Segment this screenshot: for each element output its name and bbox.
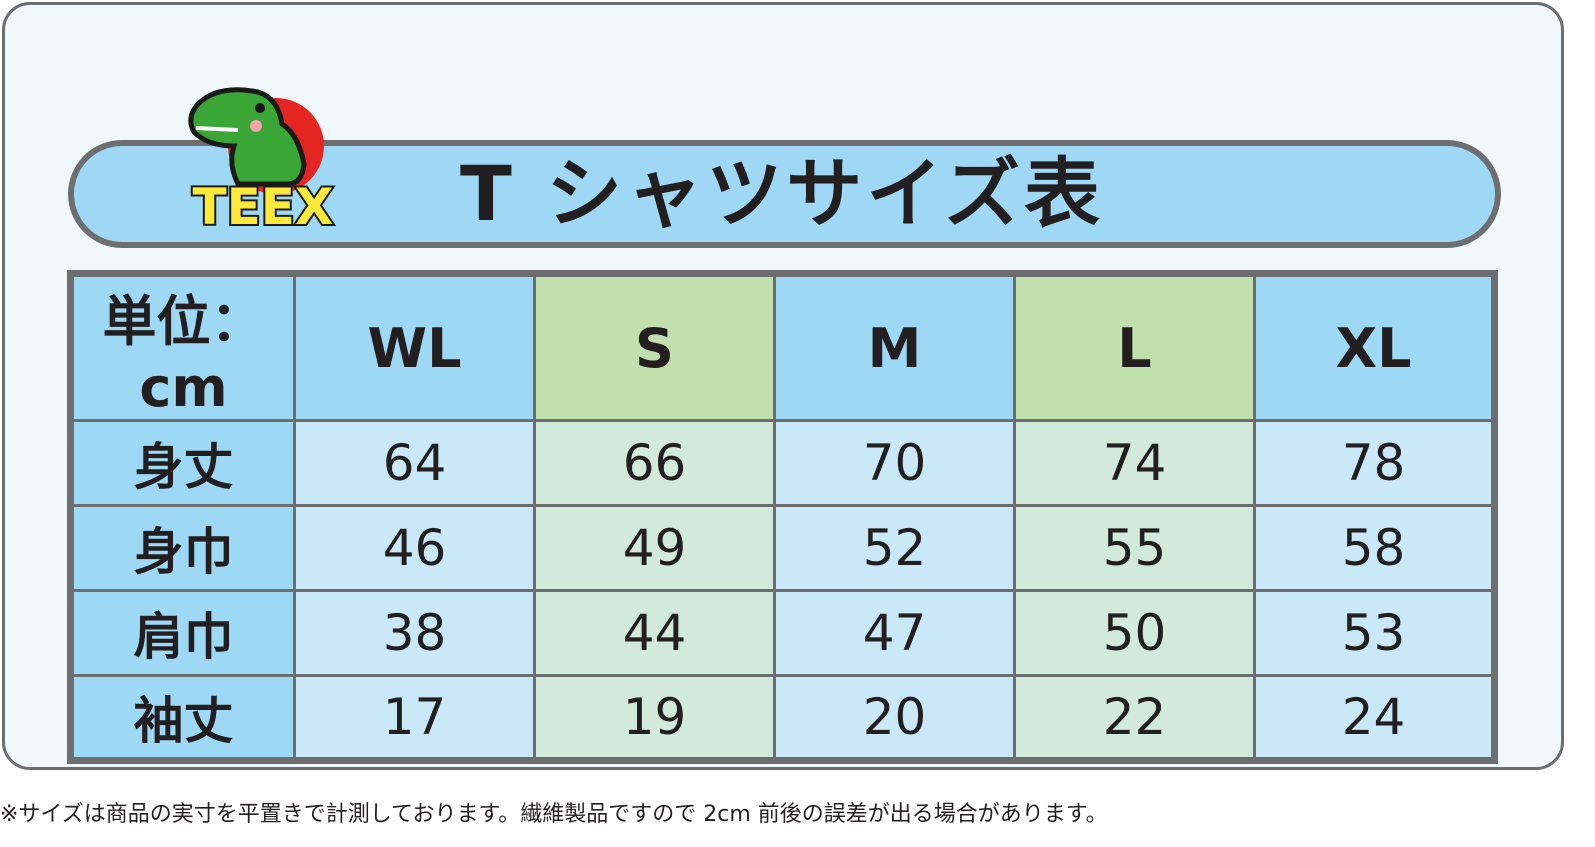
table-cell: 22 bbox=[1013, 674, 1256, 762]
table-cell: 64 bbox=[293, 419, 536, 507]
table-header-row: 単位：cm WL S M L XL bbox=[69, 272, 1496, 422]
teex-logo: TEEX bbox=[188, 87, 335, 236]
table-cell: 78 bbox=[1253, 419, 1496, 507]
table-cell: 66 bbox=[533, 419, 776, 507]
footnote: ※サイズは商品の実寸を平置きで計測しております。繊維製品ですので 2cm 前後の… bbox=[0, 802, 1108, 827]
size-table: 単位：cm WL S M L XL 身丈 64 66 70 74 78 身巾 4… bbox=[67, 270, 1498, 764]
column-header: L bbox=[1013, 272, 1256, 422]
row-header: 身巾 bbox=[69, 504, 296, 592]
column-header: XL bbox=[1253, 272, 1496, 422]
table-cell: 24 bbox=[1253, 674, 1496, 762]
table-row: 肩巾 38 44 47 50 53 bbox=[69, 589, 1496, 677]
table-cell: 17 bbox=[293, 674, 536, 762]
column-header: S bbox=[533, 272, 776, 422]
table-row: 袖丈 17 19 20 22 24 bbox=[69, 674, 1496, 762]
table-cell: 46 bbox=[293, 504, 536, 592]
table-cell: 55 bbox=[1013, 504, 1256, 592]
table-cell: 70 bbox=[773, 419, 1016, 507]
table-cell: 74 bbox=[1013, 419, 1256, 507]
table-cell: 47 bbox=[773, 589, 1016, 677]
column-header: WL bbox=[293, 272, 536, 422]
logo-text: TEEX bbox=[193, 178, 334, 236]
table-cell: 44 bbox=[533, 589, 776, 677]
table-row: 身丈 64 66 70 74 78 bbox=[69, 419, 1496, 507]
column-header: M bbox=[773, 272, 1016, 422]
table-cell: 20 bbox=[773, 674, 1016, 762]
table-row: 身巾 46 49 52 55 58 bbox=[69, 504, 1496, 592]
table-cell: 49 bbox=[533, 504, 776, 592]
table-cell: 38 bbox=[293, 589, 536, 677]
table-cell: 52 bbox=[773, 504, 1016, 592]
row-header: 袖丈 bbox=[69, 674, 296, 762]
row-header: 身丈 bbox=[69, 419, 296, 507]
table-cell: 53 bbox=[1253, 589, 1496, 677]
table-cell: 58 bbox=[1253, 504, 1496, 592]
table-cell: 50 bbox=[1013, 589, 1256, 677]
table-cell: 19 bbox=[533, 674, 776, 762]
dino-icon bbox=[188, 87, 307, 187]
row-header: 肩巾 bbox=[69, 589, 296, 677]
unit-label: 単位：cm bbox=[69, 272, 296, 422]
page-title: T シャツサイズ表 bbox=[460, 149, 1105, 238]
